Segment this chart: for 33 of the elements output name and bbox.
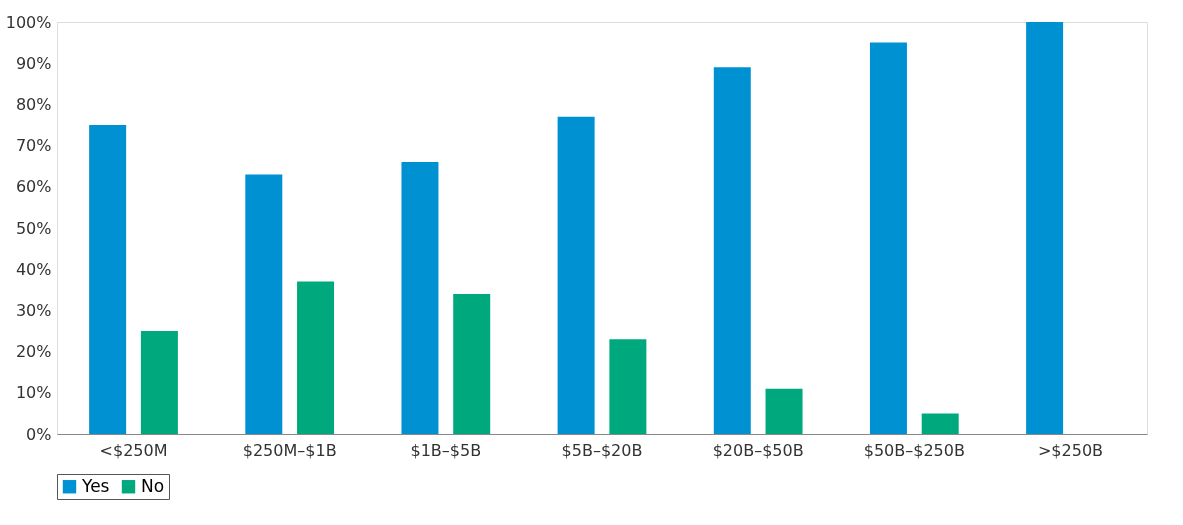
- y-tick-label: 20%: [15, 342, 52, 362]
- x-tick-label: $50B–$250B: [863, 440, 965, 460]
- x-tick-label: $1B–$5B: [410, 440, 482, 460]
- bar: [453, 293, 491, 434]
- bar: [713, 67, 751, 434]
- legend-label: No: [141, 475, 165, 496]
- y-tick-label: 50%: [15, 218, 52, 238]
- bar: [1026, 22, 1064, 434]
- x-tick-label: <$250M: [99, 440, 168, 460]
- y-tick-label: 80%: [15, 94, 52, 114]
- bar: [557, 116, 595, 434]
- x-tick-label: $20B–$50B: [712, 440, 804, 460]
- bar: [245, 174, 283, 434]
- legend-label: Yes: [81, 475, 110, 496]
- bar: [297, 281, 335, 434]
- y-tick-label: 70%: [15, 136, 52, 156]
- bar: [140, 331, 178, 434]
- x-tick-label: $250M–$1B: [242, 440, 337, 460]
- x-tick-label: >$250B: [1037, 440, 1104, 460]
- y-tick-label: 60%: [15, 177, 52, 197]
- y-tick-label: 40%: [15, 259, 52, 279]
- y-tick-label: 10%: [15, 383, 52, 403]
- y-tick-label: 0%: [26, 424, 52, 444]
- bar: [401, 162, 439, 434]
- y-tick-label: 100%: [5, 12, 52, 32]
- bar: [609, 339, 647, 434]
- bar: [869, 42, 907, 434]
- bar: [89, 125, 127, 434]
- bar: [921, 413, 959, 434]
- y-tick-label: 90%: [15, 53, 52, 73]
- x-tick-label: $5B–$20B: [561, 440, 643, 460]
- y-tick-label: 30%: [15, 300, 52, 320]
- bar: [765, 388, 803, 434]
